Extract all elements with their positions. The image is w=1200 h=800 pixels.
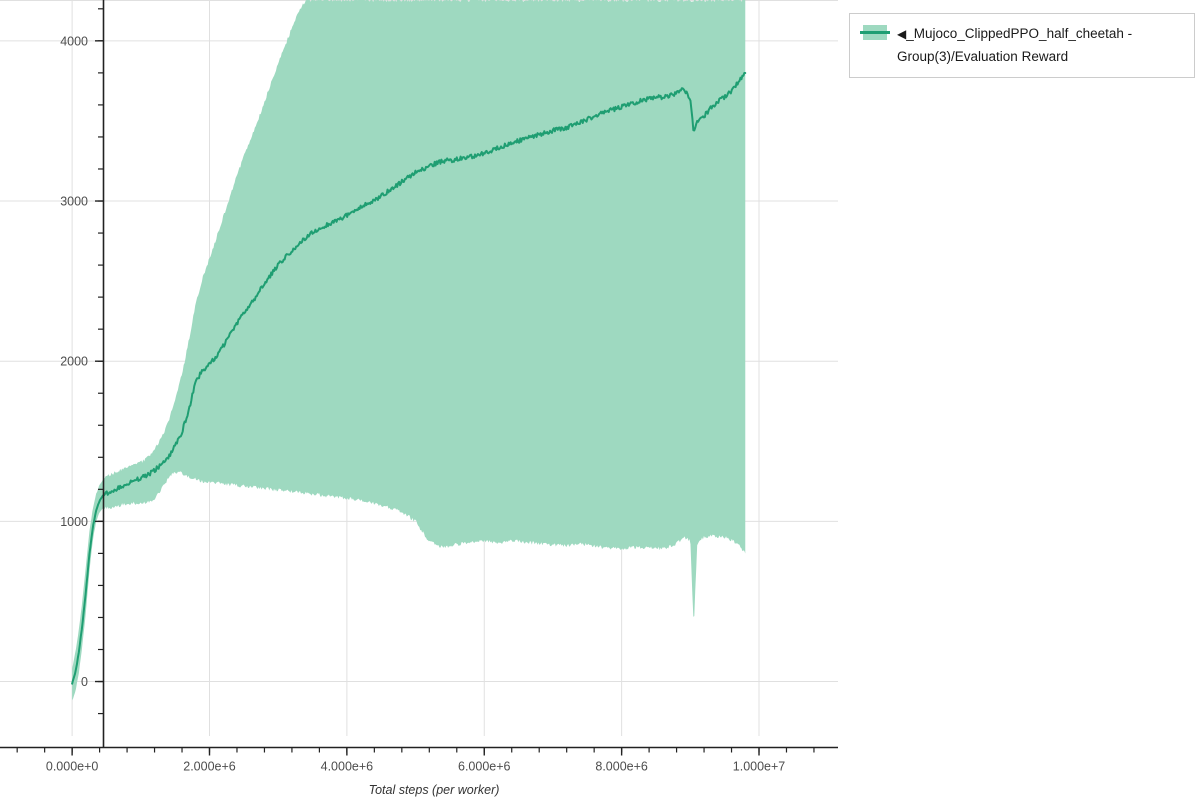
legend-swatch — [860, 24, 890, 41]
x-tick-label: 2.000e+6 — [183, 760, 236, 774]
legend-marker-icon: ◀ — [897, 27, 907, 41]
x-tick-label: 0.000e+0 — [46, 760, 99, 774]
legend-line-swatch — [860, 31, 890, 34]
x-tick-label: 1.000e+7 — [733, 760, 786, 774]
x-axis-ticks: 0.000e+0 2.000e+6 4.000e+6 6.000e+6 8.000e+6… — [16, 747, 815, 774]
legend-entry-label[interactable]: ◀_Mujoco_ClippedPPO_half_cheetah - Group… — [897, 22, 1184, 68]
y-tick-label: 2000 — [60, 355, 88, 369]
series-group — [71, 0, 747, 701]
y-tick-label: 0 — [81, 675, 88, 689]
y-tick-label: 3000 — [60, 195, 88, 209]
series-line — [71, 72, 747, 685]
legend-label-text: _Mujoco_ClippedPPO_half_cheetah - Group(… — [897, 26, 1133, 65]
x-axis-title: Total steps (per worker) — [369, 783, 500, 797]
x-tick-label: 6.000e+6 — [458, 760, 511, 774]
y-axis-ticks: 0 1000 2000 3000 4000 — [60, 8, 104, 715]
y-tick-label: 1000 — [60, 515, 88, 529]
x-tick-label: 4.000e+6 — [321, 760, 374, 774]
chart-legend[interactable]: ◀_Mujoco_ClippedPPO_half_cheetah - Group… — [849, 13, 1195, 79]
x-tick-label: 8.000e+6 — [595, 760, 648, 774]
y-tick-label: 4000 — [60, 34, 88, 48]
confidence-band — [72, 0, 746, 701]
